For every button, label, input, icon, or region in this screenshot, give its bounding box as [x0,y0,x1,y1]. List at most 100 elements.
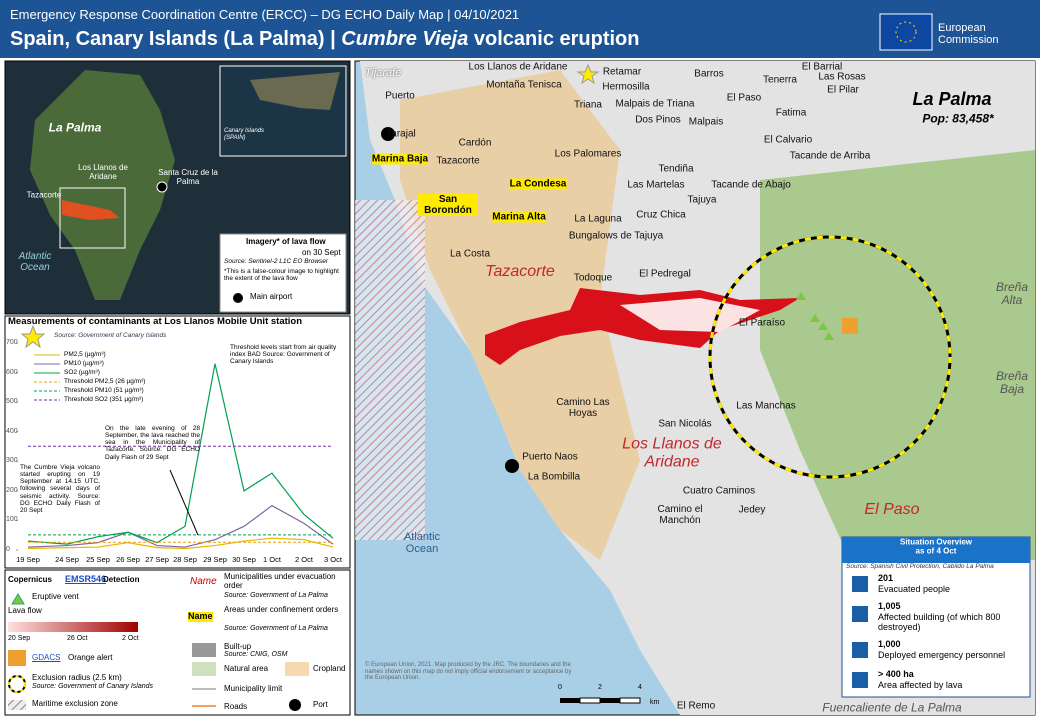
box-source: Source: Sentinel-2 L1C EO Browser [224,258,329,265]
box-title: Imagery* of lava flow [246,237,326,246]
y-tick-label: 400 [6,427,18,435]
place-label: San Nicolás [658,418,712,430]
x-tick-label: 1 Oct [263,554,281,564]
x-tick-label: 19 Sep [16,554,40,564]
x-tick-label: 29 Sep [203,554,227,564]
overview-land [250,72,340,110]
series-line [27,504,334,548]
legend-item: Municipality limit [224,684,283,693]
y-tick-label: 300 [6,457,18,465]
place-label: El Paraíso [738,317,786,329]
legend-item: GDACS [32,653,61,662]
inset-lava [62,200,120,220]
header-bar [0,0,1040,58]
copyright: © European Union, 2021. Map produced by … [365,662,572,682]
y-tick-label: 500 [6,398,18,406]
place-label: Tarajal [386,128,416,140]
maritime-icon [8,700,26,710]
place-label: Los Llanos de Aridane [468,61,568,73]
place-label: Las Martelas [627,179,685,191]
legend-item: Eruptive vent [32,592,79,601]
place-label: La Bombilla [527,471,581,483]
place-label: La Costa [449,248,491,260]
box-date: on 30 Sept [302,248,341,257]
stat-value: 1,000 [878,639,901,649]
gdacs-icon [842,318,858,334]
place-label: Bungalows de Tajuya [568,230,664,242]
island-name: La Palma [912,89,992,110]
inset-label: Tazacorte [26,190,62,200]
place-label: Las Rosas [818,71,866,83]
place-label: El Pilar [827,84,859,96]
series-line [27,537,334,550]
icon-people [852,576,868,592]
place-label: Cruz Chica [636,209,686,221]
legend-entry: Threshold PM2,5 (26 µg/m³) [64,378,146,385]
situation-header [842,537,1030,563]
legend-item: Exclusion radius (2.5 km) [32,673,122,682]
region-label: Canary Islands (SPAIN) [224,128,265,141]
legend-item: Source: Government of La Palma [224,592,328,599]
legend-item: 20 Sep [8,635,31,642]
chart-title: Measurements of contaminants at Los Llan… [8,316,303,327]
icon-area [852,672,868,688]
place-label: Breña Alta [995,279,1029,307]
annotation: On the late evening of 28 September, the… [105,425,200,461]
vent [818,322,828,330]
legend-item: Detection [103,575,140,584]
annotation: Threshold levels start from air quality … [230,344,337,366]
place-label: Cuatro Caminos [682,485,756,497]
legend-item: Municipalities under evacuation order [224,572,336,590]
legend-entry: PM2,5 (µg/m³) [64,351,106,358]
vent [796,292,806,300]
inset-island [30,70,175,300]
population: Pop: 83,458* [922,111,994,126]
annotation: The Cumbre Vieja volcano started eruptin… [20,464,100,514]
inset-frame [59,187,126,249]
legend-item: Source: CNIG, OSM [224,651,288,658]
y-tick-label: 100 [6,516,18,524]
eu-flag [879,13,933,51]
x-tick-label: 30 Sep [232,554,256,564]
inset-label: Santa Cruz de la Palma [158,168,218,186]
place-label: El Paso [726,92,762,104]
situation-date: as of 4 Oct [915,546,957,556]
legend-item: Areas under confinement orders [224,605,339,614]
place-label: Breña Baja [995,368,1029,396]
place-label: Atlantic Ocean [403,530,441,555]
place-label: Montaña Tenisca [486,79,562,91]
exclusion-circle [708,235,952,479]
place-label: Triana [574,99,602,111]
x-tick-label: 2 Oct [295,554,313,564]
place-label: Puerto [385,90,415,102]
y-tick-label: 700 [6,339,18,346]
scale-bar [579,697,601,704]
place-label: Marina Alta [492,211,546,223]
star-icon [20,324,46,349]
legend-item: Lava flow [8,606,42,615]
place-label: Cardón [458,137,492,149]
place-label: El Calvario [763,134,813,146]
lava-flow-recent [620,298,760,332]
box-note: *This is a false-colour image to highlig… [224,268,339,283]
legend-item: Source: Government of La Palma [224,625,328,632]
legend-entry: Threshold SO2 (351 µg/m³) [64,396,144,403]
inset-label: Los Llanos de Aridane [78,163,128,181]
legend-item: Natural area [224,664,269,673]
scale-label: 4 [638,684,642,692]
legend-item: Name [188,611,213,622]
port-icon [289,699,301,711]
legend-entry: Threshold PM10 (51 µg/m³) [64,387,144,394]
place-label: Tacande de Abajo [711,179,791,191]
stat-text: Evacuated people [878,584,951,594]
station-star [576,63,600,85]
place-label: El Pedregal [639,268,691,280]
place-label: Las Manchas [736,400,796,412]
scale-label: 2 [598,684,602,692]
logo-text: European Commission [938,22,999,47]
place-label: Tijarafe [364,66,402,79]
x-tick-label: 27 Sep [145,554,169,564]
stat-text: Affected building (of which 800 destroye… [878,612,1001,632]
box-airport: Main airport [250,292,293,301]
